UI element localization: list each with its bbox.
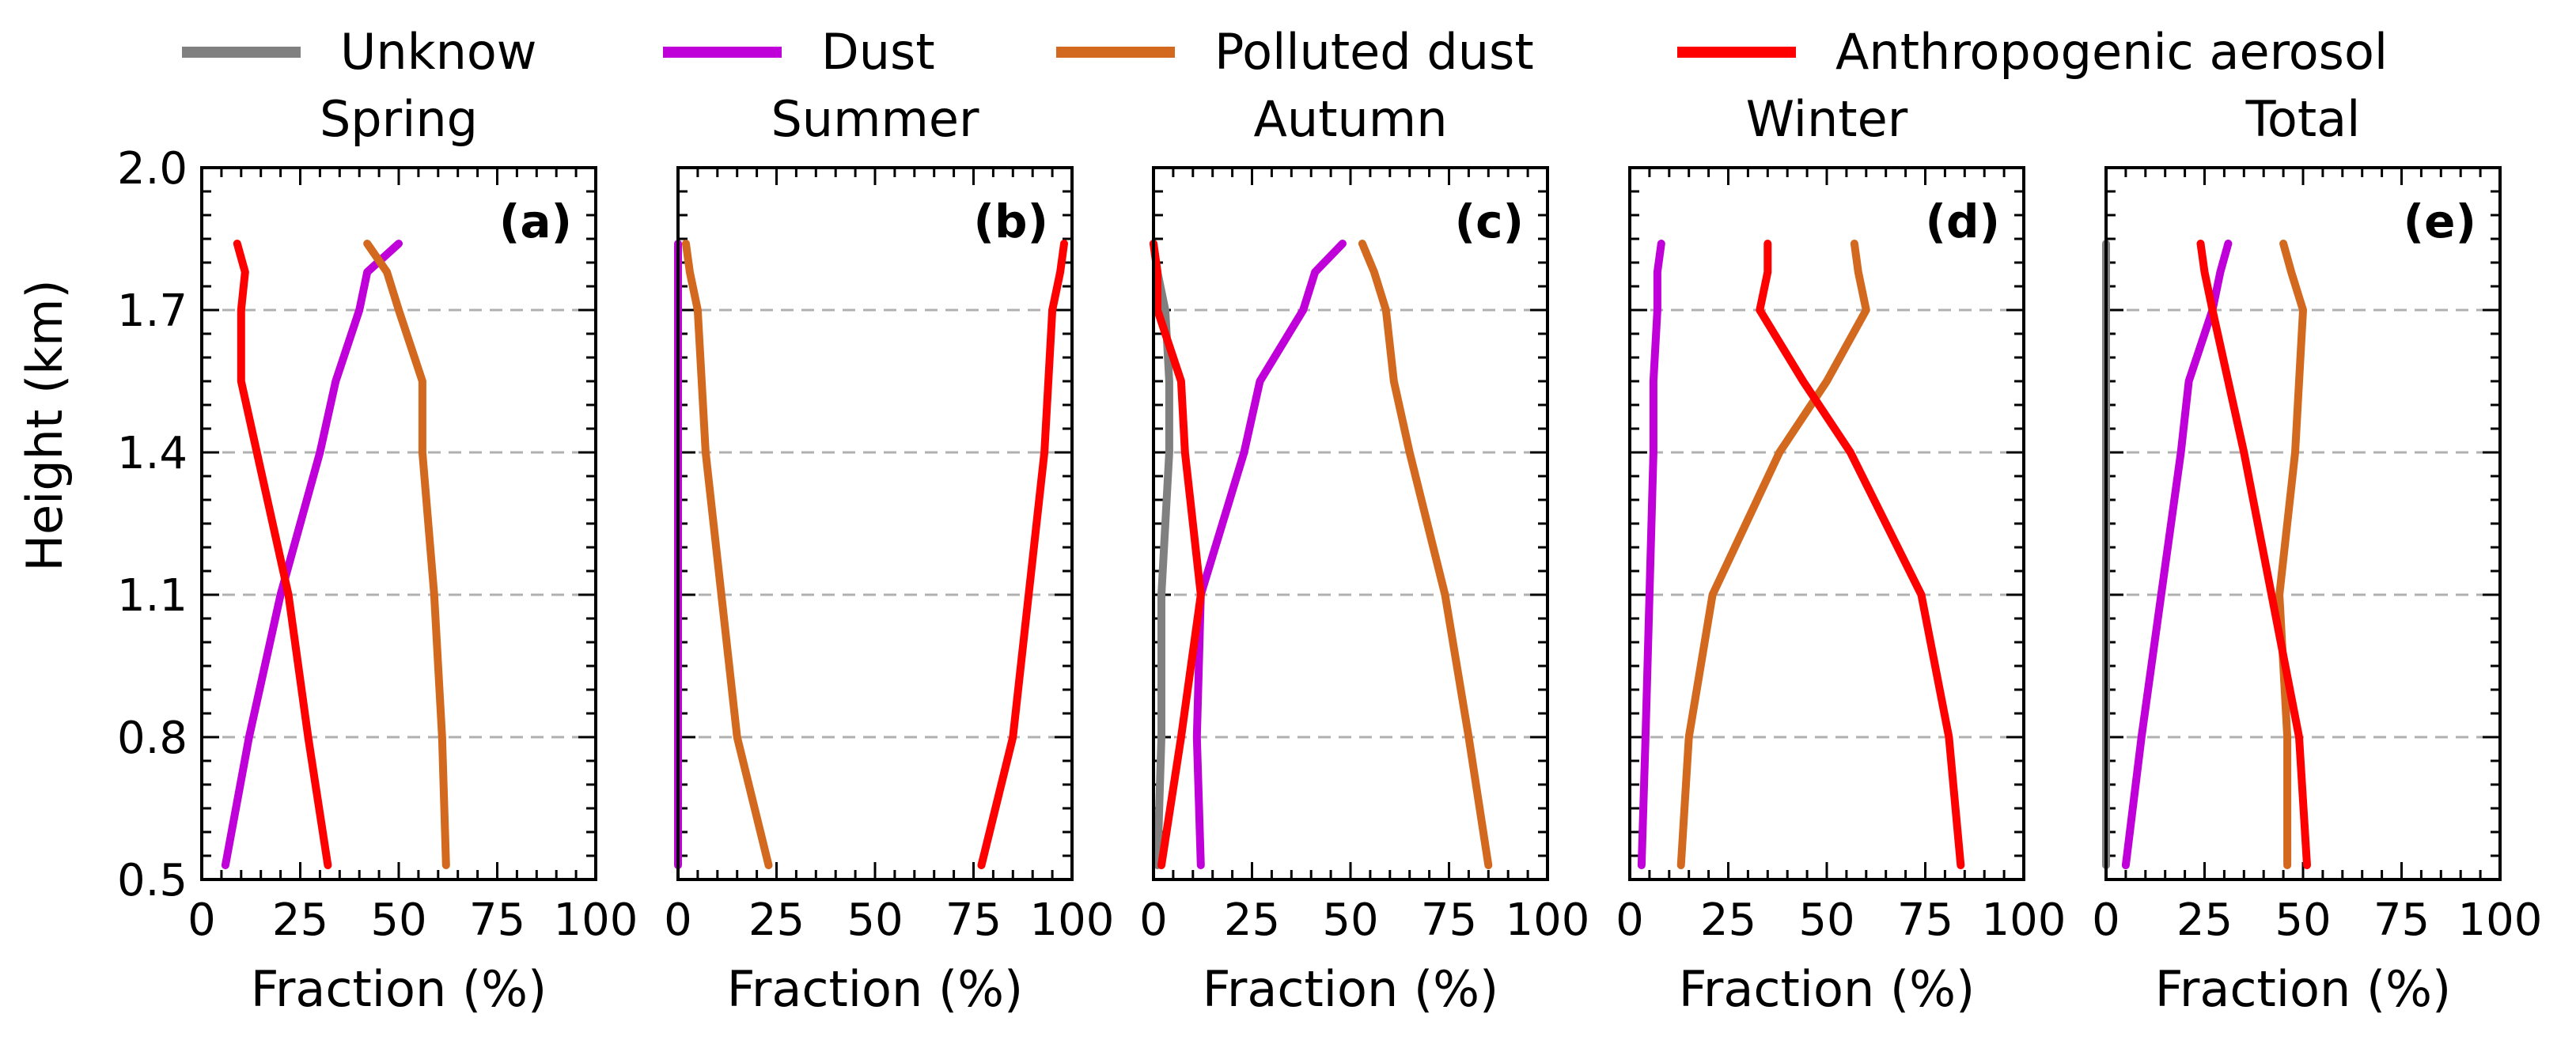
x-tick-label: 0: [1616, 895, 1644, 946]
panel-title: Total: [2245, 90, 2361, 148]
x-tick-label: 0: [664, 895, 692, 946]
x-tick-label: 25: [748, 895, 805, 946]
x-tick-label: 50: [2275, 895, 2331, 946]
series-line-dust: [2121, 240, 2233, 869]
panel-title: Summer: [771, 90, 979, 148]
series-line-polluted-dust: [363, 240, 450, 869]
x-tick-label: 75: [469, 895, 525, 946]
panel-title: Spring: [320, 90, 478, 148]
x-tick-label: 100: [1506, 895, 1590, 946]
x-tick-label: 0: [2092, 895, 2120, 946]
panel-tag: (e): [2404, 195, 2476, 248]
x-tick-label: 100: [1030, 895, 1115, 946]
x-axis-label: Fraction (%): [1203, 960, 1498, 1018]
x-tick-label: 75: [945, 895, 1002, 946]
axis-ticks: [200, 166, 597, 881]
series-line-polluted-dust: [2275, 240, 2307, 869]
panel-title: Winter: [1746, 90, 1908, 148]
legend-label: Polluted dust: [1214, 23, 1534, 81]
legend-label: Dust: [821, 23, 935, 81]
plot-frame: [200, 166, 597, 881]
series-line-anthropogenic-aerosol: [1756, 240, 1965, 869]
panel-tag: (b): [973, 195, 1048, 248]
x-tick-label: 25: [1700, 895, 1756, 946]
x-axis-label: Fraction (%): [727, 960, 1023, 1018]
plot-frame: [1152, 166, 1549, 881]
series-line-anthropogenic-aerosol: [2196, 240, 2311, 869]
legend-label: Unknow: [340, 23, 537, 81]
y-tick-label: 0.8: [117, 713, 188, 764]
x-tick-label: 0: [188, 895, 216, 946]
x-tick-label: 50: [847, 895, 903, 946]
series-line-polluted-dust: [1676, 240, 1870, 869]
x-tick-label: 0: [1139, 895, 1168, 946]
x-tick-label: 50: [370, 895, 426, 946]
x-tick-label: 100: [1982, 895, 2066, 946]
x-tick-label: 75: [1421, 895, 1477, 946]
series-line-polluted-dust: [1358, 240, 1493, 869]
plot-frame: [2104, 166, 2502, 881]
panel-tag: (d): [1925, 195, 2000, 248]
series-line-anthropogenic-aerosol: [977, 240, 1068, 869]
axis-ticks: [1152, 166, 1549, 881]
y-tick-label: 0.5: [117, 855, 188, 906]
x-tick-label: 100: [2458, 895, 2543, 946]
series-line-polluted-dust: [682, 240, 773, 869]
legend-label: Anthropogenic aerosol: [1835, 23, 2388, 81]
series-line-dust: [1637, 240, 1665, 869]
x-tick-label: 75: [2373, 895, 2430, 946]
series-line-dust: [221, 240, 403, 869]
plot-frame: [676, 166, 1074, 881]
x-tick-label: 25: [2176, 895, 2233, 946]
panel-tag: (c): [1455, 195, 1524, 248]
y-tick-label: 1.4: [117, 428, 188, 479]
panel-title: Autumn: [1253, 90, 1447, 148]
panel-tag: (a): [499, 195, 572, 248]
y-axis-label: Height (km): [16, 279, 74, 571]
series-line-anthropogenic-aerosol: [1150, 240, 1205, 869]
series-line-anthropogenic-aerosol: [233, 240, 332, 869]
x-tick-label: 25: [1224, 895, 1280, 946]
x-tick-label: 50: [1798, 895, 1854, 946]
x-tick-label: 50: [1322, 895, 1378, 946]
y-tick-label: 2.0: [117, 143, 188, 195]
legend: Unknow Dust Polluted dust Anthropogenic aer…: [182, 23, 2388, 81]
x-tick-label: 100: [554, 895, 638, 946]
axis-ticks: [676, 166, 1074, 881]
x-tick-label: 25: [272, 895, 328, 946]
x-tick-label: 75: [1897, 895, 1953, 946]
x-axis-label: Fraction (%): [2155, 960, 2451, 1018]
plot-frame: [1628, 166, 2025, 881]
x-axis-label: Fraction (%): [251, 960, 547, 1018]
series-line-dust: [1192, 240, 1347, 869]
y-tick-label: 1.7: [117, 286, 188, 337]
y-tick-label: 1.1: [117, 570, 188, 622]
x-axis-label: Fraction (%): [1679, 960, 1975, 1018]
